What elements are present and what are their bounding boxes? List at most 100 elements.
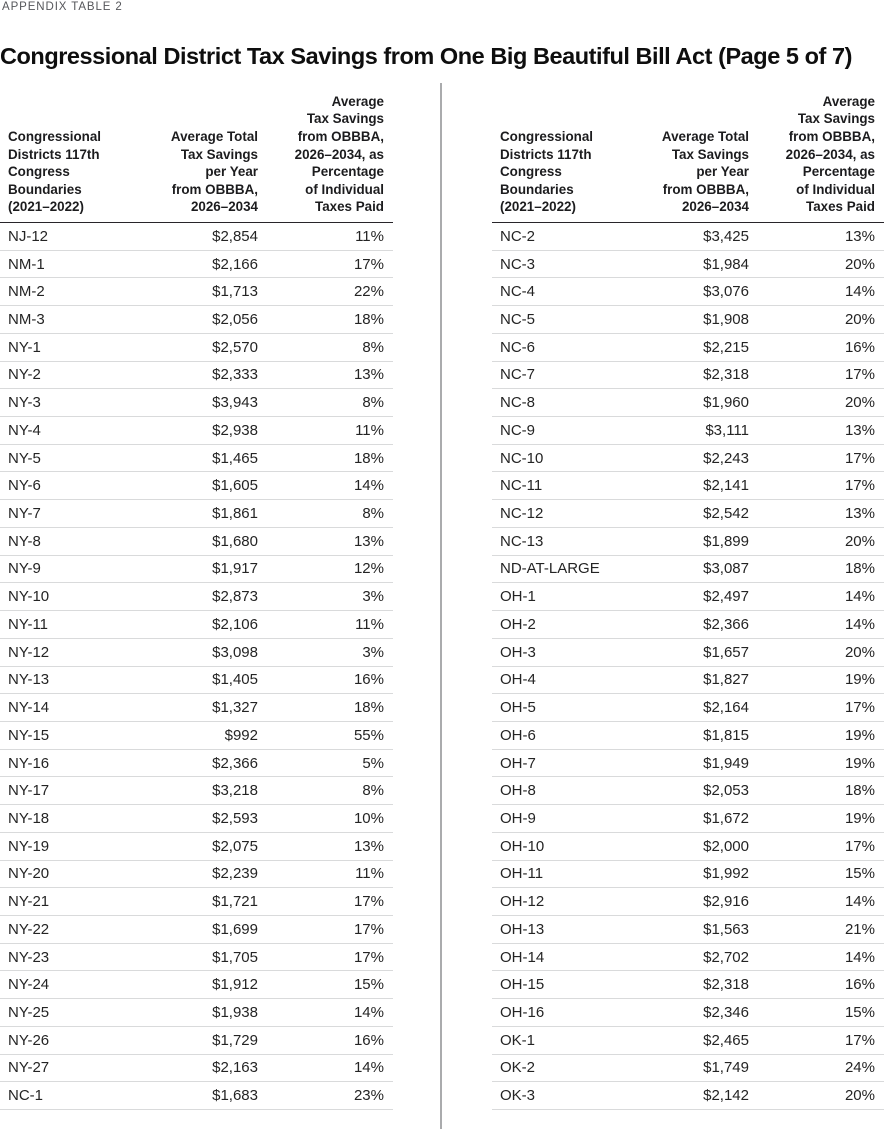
table-row: NY-21 $1,721 17% [0, 888, 393, 916]
district-cell: NY-21 [8, 893, 50, 911]
savings-cell: $1,908 [703, 311, 749, 329]
savings-cell: $1,992 [703, 865, 749, 883]
savings-cell: $1,657 [703, 643, 749, 661]
savings-cell: $1,984 [703, 255, 749, 273]
pct-cell: 11% [355, 227, 384, 245]
table-row: NC-4 $3,076 14% [492, 278, 884, 307]
savings-cell: $2,215 [703, 338, 749, 356]
district-cell: OK-3 [500, 1087, 536, 1105]
table-row: OH-1 $2,497 14% [492, 583, 884, 612]
pct-cell: 19% [844, 809, 875, 827]
savings-cell: $1,713 [212, 283, 258, 301]
table-row: NY-16 $2,366 5% [0, 750, 393, 778]
pct-cell: 22% [353, 283, 384, 301]
table-row: OH-7 $1,949 19% [492, 750, 884, 778]
pct-cell: 16% [844, 976, 875, 994]
pct-cell: 18% [353, 699, 384, 717]
table-row: NY-5 $1,465 18% [0, 445, 393, 473]
savings-cell: $1,680 [212, 532, 258, 550]
district-cell: NY-4 [8, 421, 41, 439]
table-header-row: Congressional Districts 117th Congress B… [492, 93, 884, 223]
table-row: NC-10 $2,243 17% [492, 445, 884, 473]
savings-cell: $1,861 [212, 505, 258, 523]
savings-cell: $2,873 [212, 588, 258, 606]
district-cell: NY-5 [8, 449, 41, 467]
table-row: NC-7 $2,318 17% [492, 362, 884, 390]
pct-cell: 8% [362, 505, 384, 523]
table-row: NC-5 $1,908 20% [492, 306, 884, 334]
pct-cell: 11% [355, 421, 384, 439]
district-cell: OH-14 [500, 948, 545, 966]
district-cell: OH-12 [500, 893, 545, 911]
district-cell: NC-6 [500, 338, 536, 356]
table-row: NY-10 $2,873 3% [0, 583, 393, 612]
savings-cell: $2,053 [703, 782, 749, 800]
table-row: OH-4 $1,827 19% [492, 667, 884, 695]
table-row: OH-13 $1,563 21% [492, 916, 884, 944]
district-cell: OH-3 [500, 643, 536, 661]
district-cell: OH-1 [500, 588, 536, 606]
table-row: OH-5 $2,164 17% [492, 694, 884, 722]
savings-cell: $992 [224, 726, 258, 744]
table-row: OH-2 $2,366 14% [492, 611, 884, 639]
district-cell: NY-20 [8, 865, 50, 883]
table-row: NM-1 $2,166 17% [0, 251, 393, 279]
table-row: OK-2 $1,749 24% [492, 1055, 884, 1083]
table-row: NY-12 $3,098 3% [0, 639, 393, 667]
pct-cell: 14% [844, 283, 875, 301]
column-header-district: Congressional Districts 117th Congress B… [8, 129, 102, 215]
pct-cell: 10% [353, 809, 384, 827]
savings-cell: $3,111 [705, 421, 749, 439]
savings-cell: $2,346 [703, 1003, 749, 1021]
pct-cell: 14% [844, 588, 875, 606]
pct-cell: 21% [844, 920, 875, 938]
savings-cell: $2,333 [212, 366, 258, 384]
district-cell: NY-12 [8, 643, 50, 661]
district-cell: NY-1 [8, 338, 41, 356]
district-cell: NM-1 [8, 255, 45, 273]
pct-cell: 20% [844, 532, 875, 550]
pct-cell: 19% [844, 671, 875, 689]
table-row: OH-12 $2,916 14% [492, 888, 884, 916]
table-row: NY-17 $3,218 8% [0, 777, 393, 806]
district-cell: NY-11 [8, 615, 49, 633]
district-cell: NM-2 [8, 283, 45, 301]
district-cell: NY-23 [8, 948, 50, 966]
savings-cell: $3,087 [703, 560, 749, 578]
table-row: NC-3 $1,984 20% [492, 251, 884, 279]
table-row: NY-19 $2,075 13% [0, 833, 393, 861]
pct-cell: 8% [362, 338, 384, 356]
savings-cell: $1,749 [703, 1059, 749, 1077]
pct-cell: 19% [844, 726, 875, 744]
district-cell: OH-5 [500, 699, 536, 717]
savings-cell: $2,243 [703, 449, 749, 467]
district-cell: NY-7 [8, 505, 41, 523]
savings-cell: $2,497 [703, 588, 749, 606]
pct-cell: 18% [844, 560, 875, 578]
savings-cell: $1,815 [703, 726, 749, 744]
table-row: NY-18 $2,593 10% [0, 805, 393, 833]
pct-cell: 17% [844, 477, 875, 495]
savings-cell: $1,699 [212, 920, 258, 938]
table-row: OH-9 $1,672 19% [492, 805, 884, 833]
pct-cell: 17% [844, 366, 875, 384]
pct-cell: 23% [353, 1087, 384, 1105]
savings-cell: $1,960 [703, 394, 749, 412]
district-cell: NY-26 [8, 1031, 50, 1049]
table-row: NC-13 $1,899 20% [492, 528, 884, 556]
table-row: NY-27 $2,163 14% [0, 1055, 393, 1083]
tax-table-right: Congressional Districts 117th Congress B… [492, 93, 884, 1110]
pct-cell: 16% [353, 1031, 384, 1049]
savings-cell: $2,366 [703, 615, 749, 633]
table-row: NY-3 $3,943 8% [0, 389, 393, 418]
table-row: NY-15 $992 55% [0, 722, 393, 750]
district-cell: ND-AT-LARGE [500, 560, 600, 578]
table-row: NY-8 $1,680 13% [0, 528, 393, 556]
column-header-savings: Average Total Tax Savings per Year from … [170, 129, 258, 215]
district-cell: OK-2 [500, 1059, 536, 1077]
district-cell: NY-22 [8, 920, 50, 938]
table-row: OK-3 $2,142 20% [492, 1082, 884, 1110]
pct-cell: 17% [353, 948, 384, 966]
table-row: NY-20 $2,239 11% [0, 861, 393, 889]
